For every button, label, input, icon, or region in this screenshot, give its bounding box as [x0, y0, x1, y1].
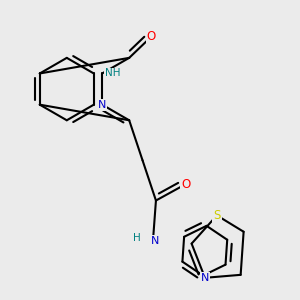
Text: O: O	[181, 178, 190, 191]
Text: N: N	[151, 236, 160, 246]
Text: N: N	[98, 100, 106, 110]
Text: O: O	[147, 30, 156, 43]
Text: S: S	[213, 209, 220, 222]
Text: NH: NH	[105, 68, 120, 79]
Text: H: H	[133, 233, 140, 243]
Text: N: N	[201, 273, 209, 283]
